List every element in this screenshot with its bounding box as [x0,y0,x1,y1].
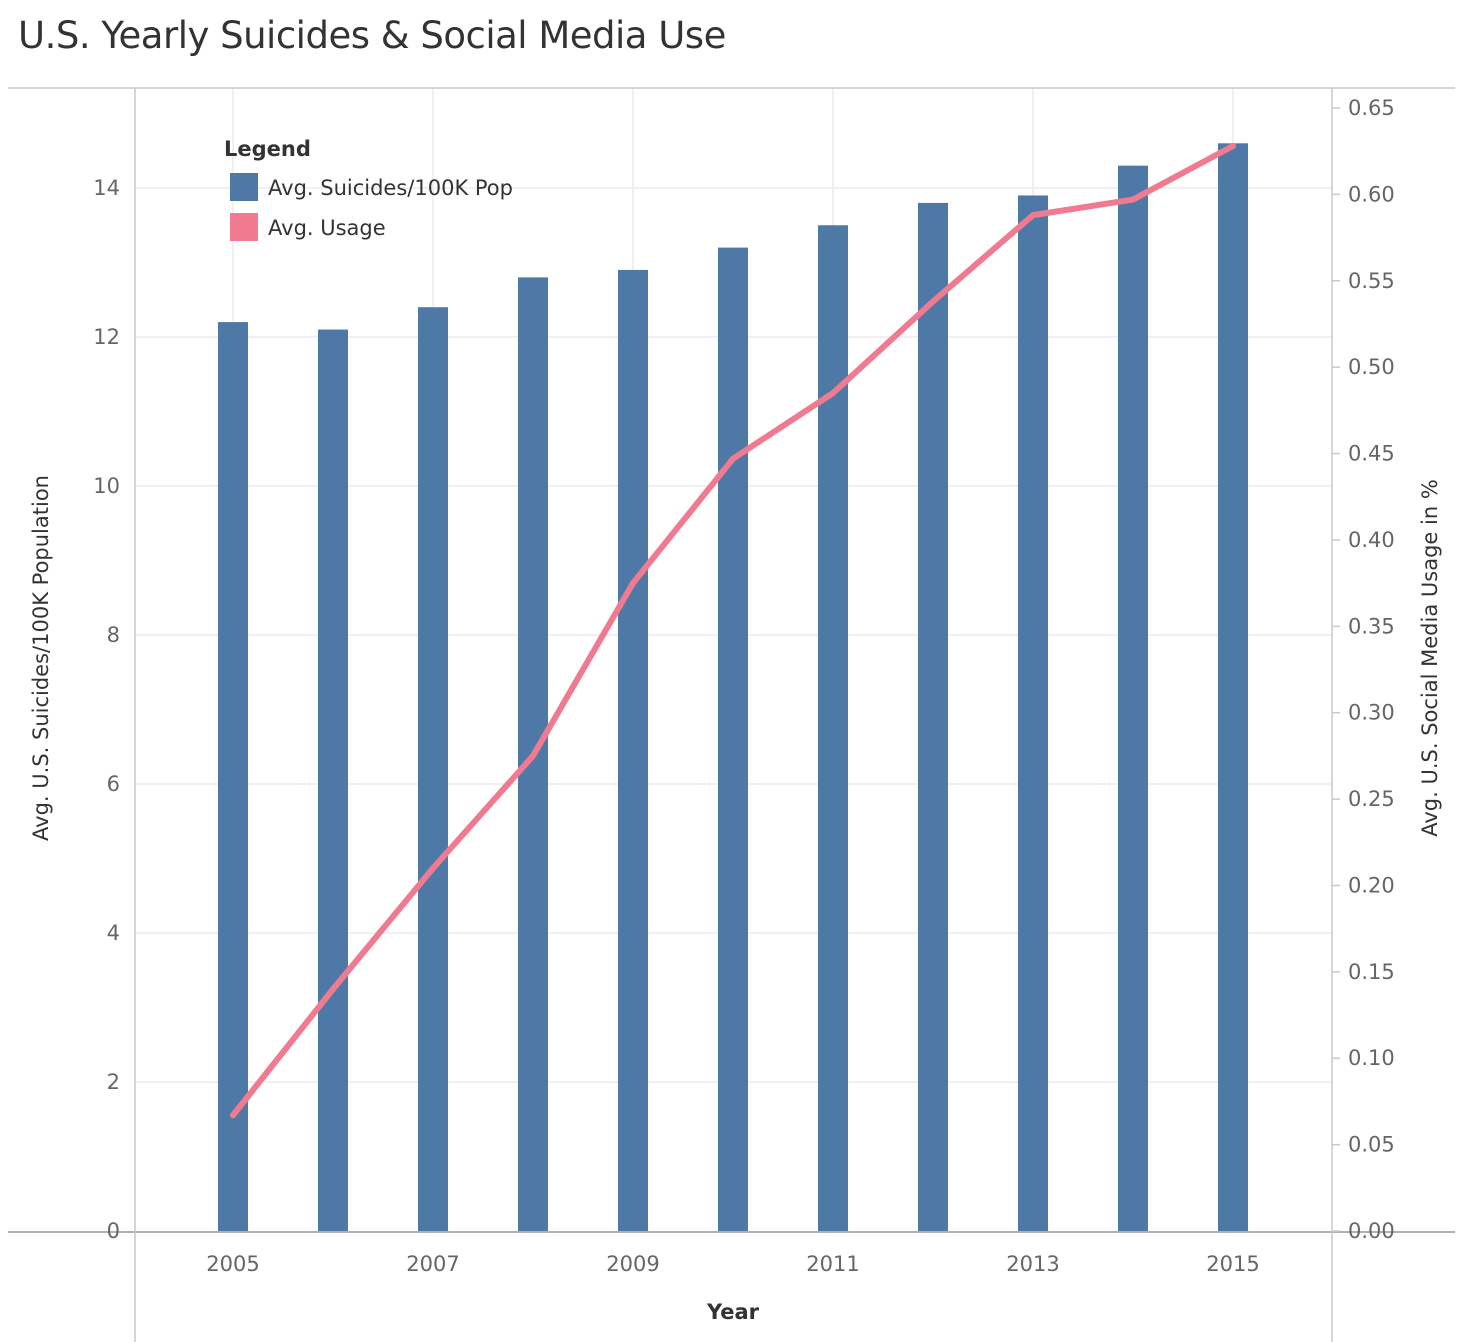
usage-point-2009 [630,580,636,587]
usage-point-2014 [1130,196,1136,203]
usage-point-2013 [1030,212,1036,219]
legend-label-suicides: Avg. Suicides/100K Pop [268,176,513,200]
y2-tick-label: 0.40 [1348,528,1395,552]
y-tick-label: 4 [107,921,120,945]
x-axis-title: Year [706,1300,760,1324]
usage-point-2006 [330,986,336,993]
x-axis-ticks: 2005 2007 2009 2011 2013 2015 [206,1252,1259,1276]
y2-tick-label: 0.65 [1348,96,1395,120]
usage-point-2007 [430,865,436,872]
bar-2012 [918,202,948,1231]
legend-swatch-usage [230,213,258,241]
y-axis-title: Avg. U.S. Suicides/100K Population [29,475,53,841]
x-tick-label: 2009 [606,1252,659,1276]
x-tick-label: 2013 [1006,1252,1059,1276]
x-tick-label: 2015 [1206,1252,1259,1276]
chart-frame [8,87,1455,1342]
y-tick-label: 10 [93,474,120,498]
y2-axis-title: Avg. U.S. Social Media Usage in % [1418,479,1442,837]
y2-tick-label: 0.30 [1348,701,1395,725]
y2-tick-label: 0.60 [1348,182,1395,206]
y2-tick-label: 0.05 [1348,1133,1395,1157]
chart-title: U.S. Yearly Suicides & Social Media Use [18,14,726,57]
legend-label-usage: Avg. Usage [268,216,386,240]
bar-2013 [1018,195,1048,1232]
y2-tick-label: 0.10 [1348,1046,1395,1070]
bar-series [218,143,1248,1232]
bar-2011 [818,225,848,1231]
y2-tick-label: 0.55 [1348,269,1395,293]
line-series [230,143,1236,1119]
bar-2006 [318,329,348,1231]
usage-point-2005 [230,1112,236,1119]
y-tick-label: 8 [107,623,120,647]
usage-point-2010 [730,455,736,462]
bar-2010 [718,247,748,1232]
y2-tick-label: 0.00 [1348,1219,1395,1243]
bar-2007 [418,307,448,1231]
left-axis-ticks: 0 2 4 6 8 10 12 14 [93,176,120,1243]
usage-point-2015 [1230,143,1236,150]
legend-title: Legend [224,137,311,161]
x-tick-label: 2011 [806,1252,859,1276]
usage-point-2008 [530,752,536,759]
legend: Legend Avg. Suicides/100K Pop Avg. Usage [224,137,513,241]
x-tick-label: 2007 [406,1252,459,1276]
bar-2009 [618,269,648,1231]
y2-tick-label: 0.45 [1348,442,1395,466]
y-tick-label: 12 [93,325,120,349]
usage-point-2012 [930,298,936,305]
right-axis-ticks: 0.00 0.05 0.10 0.15 0.20 0.25 0.30 0.35 0.40 0.45… [1332,96,1395,1243]
legend-swatch-suicides [230,173,258,201]
usage-point-2011 [830,390,836,397]
y2-tick-label: 0.20 [1348,873,1395,897]
bar-2005 [218,322,248,1232]
y2-tick-label: 0.15 [1348,960,1395,984]
y-tick-label: 2 [107,1070,120,1094]
y2-tick-label: 0.50 [1348,355,1395,379]
bar-2014 [1118,165,1148,1231]
bar-2015 [1218,143,1248,1231]
y2-tick-label: 0.35 [1348,614,1395,638]
y-tick-label: 6 [107,772,120,796]
y2-tick-label: 0.25 [1348,787,1395,811]
y-tick-label: 0 [107,1219,120,1243]
x-tick-label: 2005 [206,1252,259,1276]
y-tick-label: 14 [93,176,120,200]
